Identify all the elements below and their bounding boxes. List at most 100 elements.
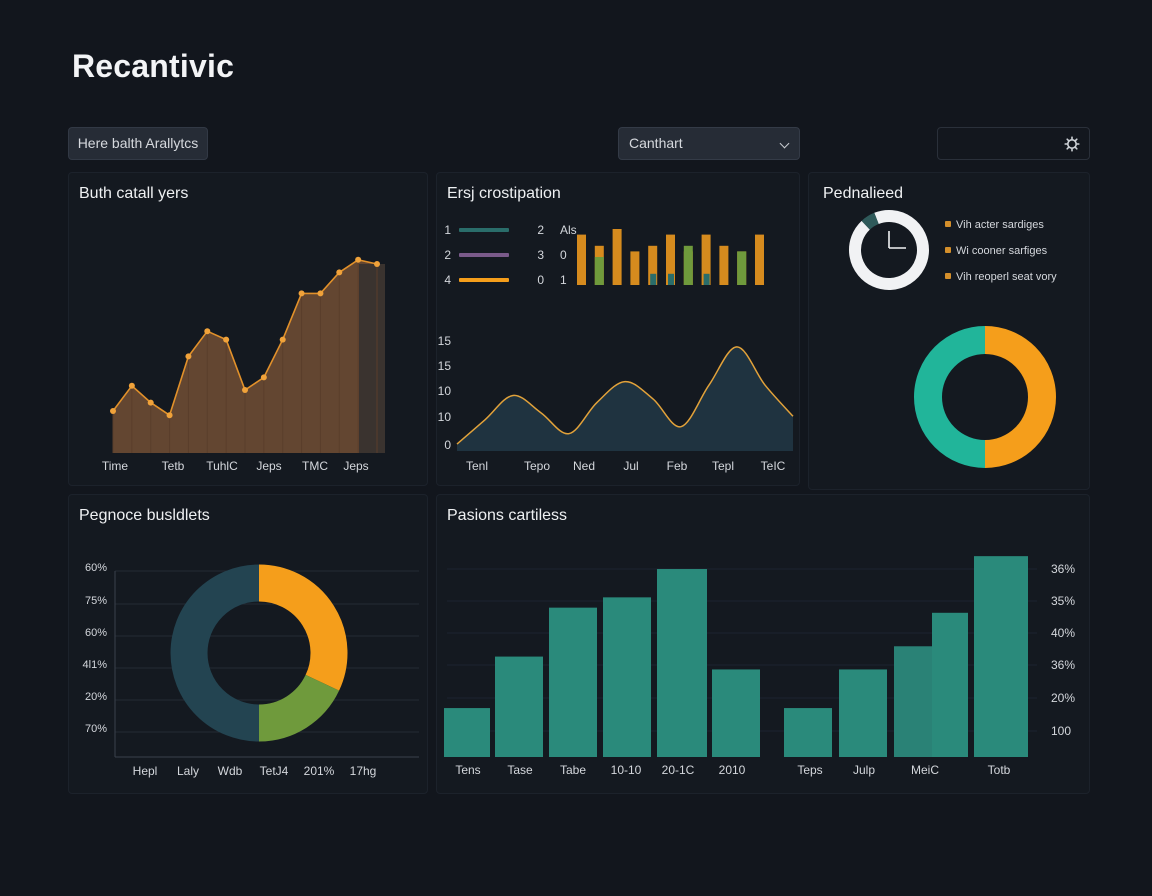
- consumption-bar: [719, 245, 729, 285]
- consumption-bar: [577, 234, 586, 285]
- legend-value: 2: [537, 223, 544, 237]
- x-tick-label: Tase: [507, 763, 533, 777]
- area-point: [204, 328, 211, 335]
- area-point: [317, 290, 324, 297]
- bar: [657, 569, 707, 757]
- consumption-chart: 1 2 Als 2 3 0 4 0 1 15 15 10 10 0 Tenl Tepo Ned Jul Feb Tep…: [438, 223, 794, 473]
- y-tick-label: 10: [438, 410, 452, 424]
- y-tick-label: 36%: [1051, 562, 1075, 576]
- y-tick-label: 0: [444, 438, 451, 452]
- area-point: [336, 269, 343, 276]
- consumption-bar: [703, 273, 710, 285]
- donut-slice: [984, 326, 1056, 468]
- bar: [712, 669, 760, 757]
- panel-passions: Pasions cartiless 36% 35% 40% 36% 20% 100 Tens…: [436, 494, 1090, 794]
- legend-number: 4: [444, 273, 451, 287]
- x-tick-label: MeiC: [911, 763, 939, 777]
- x-tick-label: Tens: [455, 763, 480, 777]
- consumption-bar: [612, 229, 622, 285]
- donut-slice: [861, 212, 879, 230]
- wave-area: [457, 346, 793, 451]
- y-tick-label: 40%: [1051, 626, 1075, 640]
- bar: [839, 669, 887, 757]
- x-tick-label: Tepo: [524, 459, 550, 473]
- area-point: [110, 408, 116, 414]
- donut-slice: [914, 326, 986, 468]
- legend-number: 2: [444, 248, 451, 262]
- area-point: [166, 412, 173, 419]
- panel-title: Pasions cartiless: [447, 507, 568, 524]
- gear-icon[interactable]: [1064, 136, 1080, 152]
- area-point: [374, 261, 380, 267]
- x-tick-label: Ned: [573, 459, 595, 473]
- bar: [932, 612, 968, 757]
- area-point: [147, 399, 154, 406]
- x-tick-label: TuhlC: [206, 459, 238, 473]
- legend-swatch: [945, 221, 951, 227]
- predicted-chart: Vih acter sardiges Wi cooner sarfiges Vih …: [849, 210, 1057, 468]
- area-point: [242, 387, 248, 393]
- legend-label: Vih acter sardiges: [956, 219, 1044, 231]
- area-point: [185, 353, 192, 360]
- bar: [549, 607, 597, 757]
- x-tick-label: Julp: [853, 763, 875, 777]
- consumption-bar: [668, 273, 674, 285]
- panel-title: Buth catall yers: [79, 185, 189, 202]
- panel-progress: Pegnoce busldlets 60% 75% 60% 4l1% 20% 70% Hep…: [68, 494, 428, 794]
- y-tick-label: 75%: [85, 595, 107, 607]
- chart-type-select[interactable]: Canthart: [618, 127, 800, 160]
- y-tick-label: 100: [1051, 724, 1071, 738]
- bar: [784, 708, 832, 757]
- consumption-bar: [648, 245, 658, 285]
- app-title: Recantivic: [72, 48, 235, 84]
- x-tick-label: 20-1C: [662, 763, 695, 777]
- donut-slice: [849, 210, 929, 290]
- x-tick-label: 201%: [304, 764, 335, 778]
- y-tick-label: 15: [438, 334, 452, 348]
- x-tick-label: Wdb: [218, 764, 243, 778]
- bar: [444, 708, 490, 757]
- wave-line: [456, 346, 794, 445]
- panel-title: Ersj crostipation: [447, 185, 561, 202]
- x-tick-label: Tabe: [560, 763, 586, 777]
- x-tick-label: Jeps: [343, 459, 368, 473]
- x-tick-label: TeIC: [761, 459, 786, 473]
- legend-value: 3: [537, 248, 544, 262]
- legend-swatch: [945, 247, 951, 253]
- legend-label: Vih reoperl seat vory: [956, 271, 1057, 283]
- x-tick-label: Jul: [623, 459, 638, 473]
- y-tick-label: 10: [438, 384, 452, 398]
- y-tick-label: 60%: [85, 627, 107, 639]
- x-tick-label: Time: [102, 459, 129, 473]
- area-shadow: [359, 264, 385, 453]
- chevron-down-icon: [779, 138, 790, 149]
- x-tick-label: TetJ4: [260, 764, 289, 778]
- area-point: [298, 290, 305, 297]
- legend-swatch: [459, 278, 509, 282]
- panel-title: Pednalieed: [823, 185, 904, 202]
- area-point: [128, 382, 135, 389]
- panel-consumption: Ersj crostipation 1 2 Als 2 3 0 4 0 1 15 15 10 10 0 Te…: [436, 172, 800, 486]
- bar: [495, 656, 543, 757]
- consumption-bar: [737, 251, 747, 285]
- bar: [974, 556, 1028, 757]
- legend-swatch: [945, 273, 951, 279]
- consumption-bar: [755, 234, 764, 285]
- x-tick-label: 10-10: [611, 763, 642, 777]
- consumption-bar: [701, 234, 711, 285]
- x-tick-label: Tepl: [712, 459, 734, 473]
- y-tick-label: 4l1%: [83, 659, 108, 671]
- legend-swatch: [459, 228, 509, 232]
- x-tick-label: Jeps: [256, 459, 281, 473]
- x-tick-label: Totb: [988, 763, 1011, 777]
- settings-box[interactable]: [937, 127, 1090, 160]
- consumption-bar: [683, 245, 693, 285]
- chart-select-value: Canthart: [629, 135, 683, 151]
- legend-number: 1: [444, 223, 451, 237]
- analytics-button[interactable]: Here balth Arallytcs: [68, 127, 208, 160]
- x-tick-label: 2010: [719, 763, 746, 777]
- donut-slice: [170, 564, 260, 742]
- consumption-bar: [594, 257, 604, 285]
- y-tick-label: 35%: [1051, 594, 1075, 608]
- area-point: [260, 374, 267, 381]
